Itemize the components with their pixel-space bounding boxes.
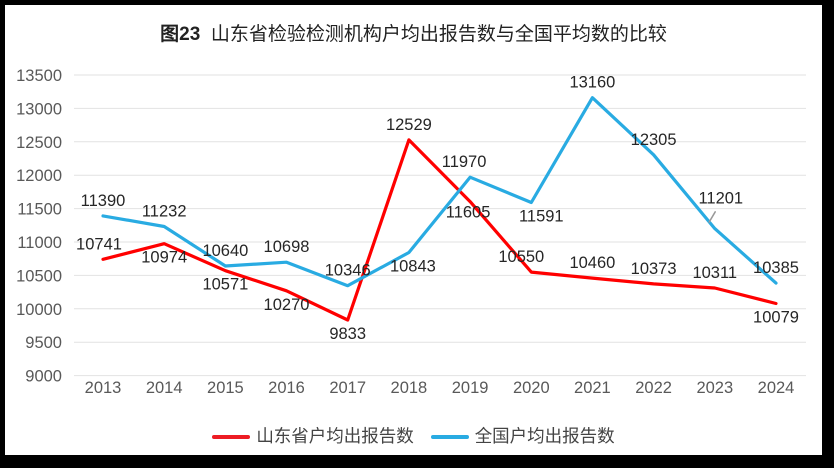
svg-text:11605: 11605 (446, 204, 491, 222)
svg-text:2021: 2021 (574, 379, 611, 397)
svg-text:10550: 10550 (498, 248, 544, 266)
svg-text:12305: 12305 (631, 131, 677, 149)
svg-text:10640: 10640 (202, 242, 248, 260)
svg-text:9000: 9000 (25, 368, 62, 386)
svg-text:2022: 2022 (635, 379, 672, 397)
svg-text:11390: 11390 (81, 192, 126, 210)
svg-text:2014: 2014 (146, 379, 183, 397)
svg-text:2017: 2017 (329, 379, 366, 397)
svg-text:10698: 10698 (264, 238, 310, 256)
svg-text:13000: 13000 (16, 100, 62, 118)
svg-text:11591: 11591 (519, 208, 564, 226)
svg-text:10385: 10385 (753, 259, 799, 277)
svg-text:10373: 10373 (631, 260, 677, 278)
svg-text:10571: 10571 (202, 276, 248, 294)
svg-text:12529: 12529 (386, 116, 432, 134)
svg-text:11500: 11500 (17, 201, 62, 219)
svg-text:2024: 2024 (758, 379, 795, 397)
svg-text:2016: 2016 (268, 379, 305, 397)
svg-text:2015: 2015 (207, 379, 244, 397)
svg-text:10270: 10270 (264, 296, 310, 314)
svg-text:10000: 10000 (16, 301, 62, 319)
svg-text:2018: 2018 (391, 379, 428, 397)
svg-text:12500: 12500 (16, 134, 62, 152)
svg-text:11000: 11000 (17, 234, 62, 252)
svg-text:10346: 10346 (325, 262, 371, 280)
svg-text:10079: 10079 (753, 309, 799, 327)
svg-text:10460: 10460 (569, 254, 615, 272)
svg-text:10741: 10741 (76, 235, 122, 253)
svg-text:2013: 2013 (85, 379, 122, 397)
svg-text:10500: 10500 (16, 267, 62, 285)
svg-text:13160: 13160 (569, 74, 615, 92)
svg-text:11201: 11201 (698, 190, 743, 208)
svg-text:9833: 9833 (329, 325, 366, 343)
svg-text:11970: 11970 (442, 153, 487, 171)
svg-text:2020: 2020 (513, 379, 550, 397)
svg-text:13500: 13500 (16, 67, 62, 85)
svg-text:12000: 12000 (16, 167, 62, 185)
svg-text:11232: 11232 (142, 203, 187, 221)
svg-text:10843: 10843 (390, 258, 436, 276)
svg-text:9500: 9500 (25, 334, 62, 352)
svg-text:2019: 2019 (452, 379, 489, 397)
svg-text:10311: 10311 (692, 264, 737, 282)
svg-text:10974: 10974 (141, 249, 187, 267)
svg-text:2023: 2023 (696, 379, 733, 397)
